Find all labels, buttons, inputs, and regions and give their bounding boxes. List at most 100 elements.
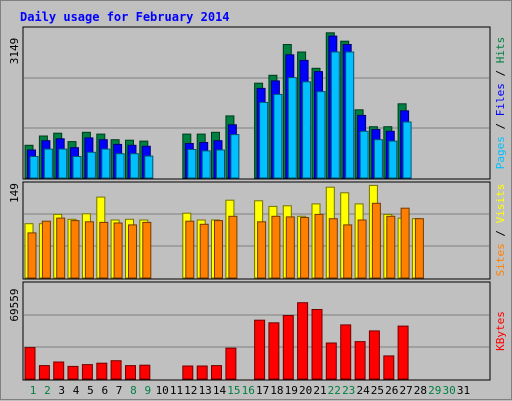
bar-kbytes-day-17: [254, 319, 266, 380]
bar-pages-day-8: [129, 153, 139, 179]
bar-kbytes-day-18: [268, 322, 280, 380]
bar-sites-day-15: [228, 215, 238, 279]
bar-sites-day-22: [328, 218, 338, 279]
bar-pages-day-6: [101, 148, 111, 179]
day-label: 20: [299, 384, 312, 397]
bar-kbytes-day-12: [182, 365, 194, 380]
day-label: 2: [44, 384, 51, 397]
day-label: 13: [199, 384, 212, 397]
bar-pages-day-2: [43, 148, 53, 179]
day-label: 14: [213, 384, 227, 397]
day-label: 22: [328, 384, 341, 397]
day-label: 12: [184, 384, 197, 397]
bars: [24, 32, 424, 380]
bar-sites-day-9: [142, 221, 152, 279]
bar-kbytes-day-5: [81, 364, 93, 380]
day-label: 31: [457, 384, 470, 397]
day-label: 1: [30, 384, 37, 397]
day-label: 7: [116, 384, 123, 397]
bar-kbytes-day-19: [282, 315, 294, 380]
bar-sites-day-8: [128, 224, 137, 279]
bar-kbytes-day-21: [311, 309, 323, 380]
bar-sites-day-24: [357, 219, 367, 279]
bar-kbytes-day-24: [354, 341, 366, 380]
bar-pages-day-13: [201, 150, 211, 179]
bar-sites-day-6: [99, 221, 109, 279]
bar-kbytes-day-15: [225, 347, 237, 380]
day-label: 27: [399, 384, 412, 397]
bar-kbytes-day-3: [53, 361, 65, 380]
bar-pages-day-23: [345, 51, 355, 179]
day-label: 26: [385, 384, 398, 397]
day-label: 17: [256, 384, 269, 397]
bar-kbytes-day-1: [24, 347, 36, 380]
series-side-label: Pages / Files / Hits: [494, 37, 507, 170]
day-label: 18: [270, 384, 283, 397]
day-label: 29: [428, 384, 441, 397]
bar-sites-day-28: [414, 218, 424, 279]
bar-pages-day-12: [187, 149, 197, 179]
bar-pages-day-24: [359, 130, 369, 179]
bar-kbytes-day-4: [67, 365, 79, 380]
bar-kbytes-day-2: [38, 365, 50, 380]
day-labels: 1 2 3 4 5 6 7 8 9 10 11 12 13 14 15 16 17 18 19 20 21 22 23 24 2…: [30, 384, 470, 397]
bar-sites-day-12: [185, 220, 195, 279]
bar-pages-day-15: [230, 134, 240, 179]
bar-pages-day-19: [287, 77, 297, 179]
bar-pages-day-20: [302, 81, 312, 179]
day-label: 8: [130, 384, 137, 397]
bar-pages-day-26: [388, 140, 398, 179]
bar-sites-day-25: [371, 202, 381, 279]
bar-pages-day-25: [373, 139, 383, 179]
bar-kbytes-day-7: [110, 360, 122, 380]
day-label: 10: [156, 384, 169, 397]
bar-sites-day-1: [27, 232, 37, 279]
bar-sites-day-17: [257, 221, 267, 279]
bar-kbytes-day-22: [325, 342, 337, 380]
bar-sites-day-5: [84, 221, 94, 279]
bar-sites-day-27: [400, 207, 410, 279]
bar-pages-day-1: [29, 156, 39, 179]
bar-kbytes-day-14: [211, 365, 222, 380]
day-label: 9: [144, 384, 151, 397]
day-label: 11: [170, 384, 183, 397]
chart-title: Daily usage for February 2014: [20, 10, 230, 24]
bar-sites-day-23: [343, 224, 353, 279]
side-labels: Pages / Files / Hits Sites / Visits KBytes: [494, 37, 507, 351]
bar-pages-day-14: [216, 149, 225, 179]
day-label: 28: [414, 384, 427, 397]
day-label: 6: [101, 384, 108, 397]
bar-kbytes-day-23: [340, 324, 352, 380]
bar-pages-day-3: [58, 148, 68, 179]
bar-kbytes-day-27: [397, 325, 409, 380]
visits-max-label: 149: [8, 183, 21, 203]
bar-pages-day-27: [402, 121, 412, 179]
bar-sites-day-3: [56, 217, 66, 279]
hits-max-label: 3149: [8, 38, 21, 65]
bar-kbytes-day-8: [125, 365, 136, 380]
kbytes-max-label: 69559: [8, 288, 21, 321]
day-label: 23: [342, 384, 355, 397]
bar-pages-day-9: [144, 155, 154, 179]
bar-pages-day-21: [316, 91, 326, 179]
bar-sites-day-18: [271, 215, 281, 279]
day-label: 25: [371, 384, 384, 397]
bar-sites-day-20: [300, 217, 310, 279]
series-side-label: KBytes: [494, 311, 507, 351]
bar-kbytes-day-20: [297, 302, 309, 380]
bar-kbytes-day-13: [196, 365, 208, 380]
day-label: 4: [73, 384, 80, 397]
day-label: 24: [356, 384, 370, 397]
bar-sites-day-21: [314, 213, 324, 279]
bar-kbytes-day-26: [383, 355, 395, 380]
bar-sites-day-13: [199, 223, 209, 279]
day-label: 16: [242, 384, 255, 397]
bar-pages-day-17: [259, 101, 269, 179]
day-label: 5: [87, 384, 94, 397]
day-label: 30: [442, 384, 455, 397]
bar-kbytes-day-9: [139, 364, 151, 380]
bar-sites-day-26: [386, 215, 396, 279]
day-label: 3: [58, 384, 65, 397]
